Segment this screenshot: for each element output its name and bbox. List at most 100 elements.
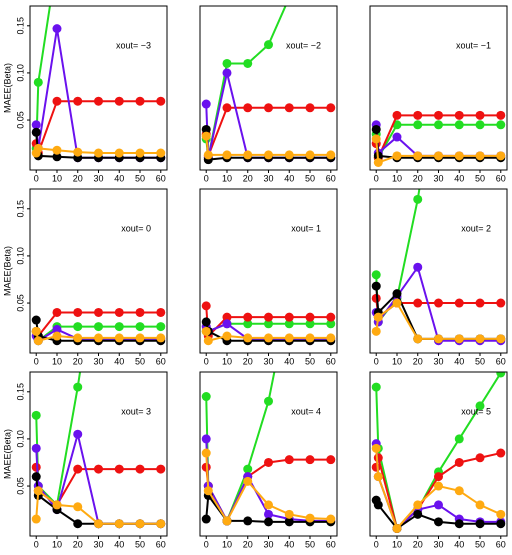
point	[156, 96, 166, 106]
x-tick-label: 10	[52, 539, 62, 549]
point	[496, 509, 506, 519]
point	[156, 333, 166, 343]
panel: 0 10 20 30 40 50 60 xout= 5	[369, 371, 508, 549]
point	[454, 151, 464, 161]
series-line	[35, 476, 161, 525]
axes-box	[369, 188, 508, 354]
point	[33, 486, 43, 496]
point	[264, 517, 273, 527]
axes-box	[369, 5, 508, 171]
point	[156, 519, 166, 529]
x-tick-label: 10	[222, 356, 232, 366]
y-tick-label: 0.15	[15, 17, 25, 35]
point	[392, 110, 402, 120]
point	[114, 519, 124, 529]
point	[52, 307, 62, 317]
point	[243, 150, 253, 160]
point	[306, 199, 315, 208]
x-tick-label: 50	[135, 539, 145, 549]
x-tick-label: 10	[392, 173, 402, 183]
point	[264, 312, 273, 322]
point	[156, 307, 166, 317]
point	[31, 120, 41, 130]
y-axis-label: MAEE(Beta)	[2, 429, 12, 479]
series-line	[375, 372, 502, 531]
point	[475, 519, 485, 529]
point	[454, 434, 464, 444]
y-tick-label: 0.10	[15, 247, 25, 265]
point	[243, 516, 253, 526]
point	[413, 298, 423, 308]
panel: 0 10 20 30 40 50 60 xout= −1	[369, 5, 508, 183]
series-line	[375, 452, 501, 531]
plot-area	[371, 189, 506, 346]
point	[52, 324, 62, 334]
point	[243, 333, 253, 343]
x-tick-label: 40	[284, 539, 294, 549]
panel: 0 10 20 30 40 50 60 0.05 0.10 0.15 MAEE(Beta) xout=…	[2, 371, 168, 549]
point	[284, 312, 294, 322]
x-tick-label: 50	[475, 539, 485, 549]
point	[73, 307, 83, 317]
point	[284, 333, 294, 343]
point	[73, 147, 83, 157]
series-line	[205, 106, 331, 157]
point	[222, 312, 232, 322]
x-tick-label: 20	[243, 173, 253, 183]
y-tick-label: 0.05	[15, 294, 25, 312]
point	[52, 145, 62, 155]
point	[201, 514, 211, 524]
x-tick-label: 10	[52, 356, 62, 366]
x-tick-label: 60	[156, 539, 166, 549]
point	[222, 58, 232, 68]
x-tick-label: 60	[496, 539, 506, 549]
point	[413, 194, 423, 204]
x-tick-label: 0	[204, 539, 209, 549]
point	[94, 148, 103, 158]
series-line	[35, 6, 51, 149]
point	[243, 476, 253, 486]
x-tick-label: 20	[73, 539, 83, 549]
x-tick-label: 10	[222, 539, 232, 549]
point	[135, 148, 145, 158]
plot-area	[371, 110, 506, 167]
point	[94, 307, 103, 317]
point	[496, 110, 506, 120]
x-tick-label: 20	[413, 539, 423, 549]
point	[392, 132, 402, 142]
x-tick-label: 30	[433, 173, 443, 183]
point	[371, 382, 381, 392]
x-tick-label: 30	[93, 173, 103, 183]
point	[371, 326, 381, 336]
point	[475, 500, 485, 510]
x-tick-label: 0	[374, 173, 379, 183]
point	[114, 307, 124, 317]
point	[135, 322, 145, 332]
point	[326, 150, 336, 160]
point	[33, 336, 43, 346]
x-tick-label: 20	[243, 356, 253, 366]
point	[285, 0, 294, 2]
point	[413, 334, 423, 344]
panel: 0 10 20 30 40 50 60 xout= −2	[199, 0, 338, 183]
point	[94, 322, 103, 332]
x-tick-label: 20	[73, 173, 83, 183]
point	[371, 443, 381, 453]
point	[434, 298, 443, 308]
point	[52, 96, 62, 106]
x-tick-label: 40	[114, 539, 124, 549]
point	[31, 326, 41, 336]
point	[475, 120, 485, 130]
point	[33, 77, 43, 87]
point	[201, 99, 211, 109]
point	[496, 448, 506, 458]
point	[94, 464, 103, 474]
y-tick-label: 0.10	[15, 64, 25, 82]
point	[392, 289, 402, 299]
x-tick-label: 0	[204, 356, 209, 366]
point	[475, 298, 485, 308]
point	[73, 333, 83, 343]
point	[454, 519, 464, 529]
point	[203, 150, 213, 160]
plot-area	[31, 6, 166, 163]
